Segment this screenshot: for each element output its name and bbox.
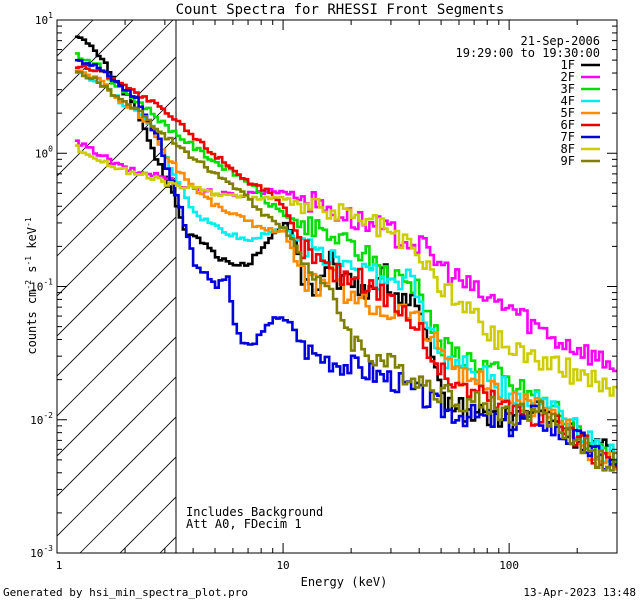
hatch-line	[57, 256, 176, 377]
series-2f	[74, 139, 617, 373]
series-9f	[74, 70, 617, 472]
observation-date: 21-Sep-2006	[521, 34, 600, 48]
legend-label-3f: 3F	[561, 82, 575, 96]
legend-label-2f: 2F	[561, 70, 575, 84]
hatch-line	[57, 56, 176, 177]
annotation-attenuator: Att A0, FDecim 1	[186, 517, 302, 531]
legend-label-4f: 4F	[561, 94, 575, 108]
observation-time-range: 19:29:00 to 19:30:00	[456, 46, 601, 60]
y-tick-label: 100	[35, 144, 53, 160]
hatch-line	[57, 216, 176, 337]
series-5f	[74, 69, 617, 471]
hatch-line	[57, 376, 176, 497]
hatch-line	[0, 20, 13, 553]
legend-label-8f: 8F	[561, 142, 575, 156]
hatch-line	[57, 416, 176, 537]
y-axis-label: counts cm-2 s-1 keV-1	[24, 217, 39, 354]
hatch-line	[57, 176, 176, 297]
footer-timestamp: 13-Apr-2023 13:48	[523, 586, 636, 599]
hatch-line	[57, 20, 94, 57]
y-tick-label: 101	[35, 11, 53, 27]
hatch-line	[57, 20, 174, 137]
annotation-background: Includes Background	[186, 505, 323, 519]
y-axis: 101 100 10-1 10-2 10-3	[30, 11, 617, 560]
x-tick-label: 100	[499, 559, 519, 572]
footer-generated-by: Generated by hsi_min_spectra_plot.pro	[3, 586, 248, 599]
legend-label-7f: 7F	[561, 130, 575, 144]
x-tick-label: 10	[276, 559, 289, 572]
x-axis-label: Energy (keV)	[301, 575, 388, 589]
y-tick-label: 10-1	[30, 278, 53, 294]
series-8f	[74, 144, 617, 397]
y-tick-label: 10-2	[30, 411, 53, 427]
legend-label-9f: 9F	[561, 154, 575, 168]
y-tick-label: 10-3	[30, 544, 53, 560]
chart-title: Count Spectra for RHESSI Front Segments	[176, 2, 505, 18]
legend-label-5f: 5F	[561, 106, 575, 120]
legend-label-1f: 1F	[561, 58, 575, 72]
hatch-line	[79, 456, 176, 553]
series-layer	[74, 35, 617, 472]
x-axis: 10 100 1	[56, 20, 618, 572]
legend-label-6f: 6F	[561, 118, 575, 132]
x-tick-label: 1	[56, 559, 63, 572]
